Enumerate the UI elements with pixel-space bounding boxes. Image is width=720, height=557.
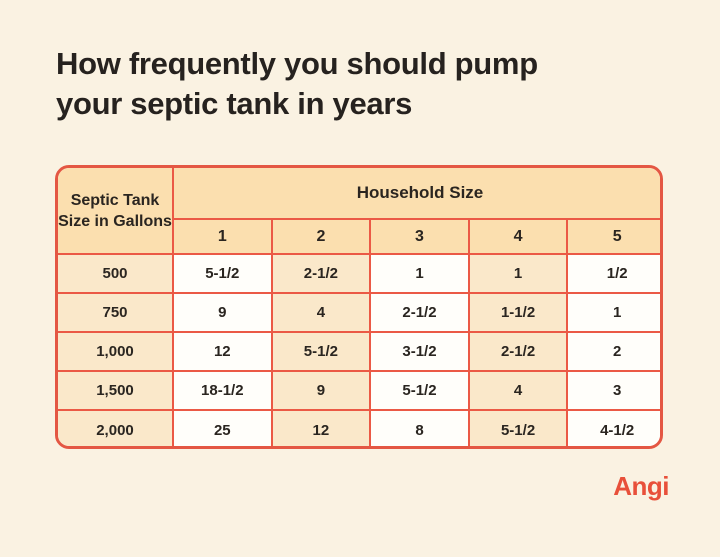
data-cell: 3 (566, 370, 660, 411)
column-header-1: 1 (173, 218, 273, 255)
gallons-cell: 1,500 (58, 370, 174, 411)
data-cell: 2-1/2 (467, 331, 569, 372)
data-cell: 18-1/2 (172, 370, 273, 411)
table-row-750: 750 9 4 2-1/2 1-1/2 1 (58, 292, 660, 333)
table-row-500: 500 5-1/2 2-1/2 1 1 1/2 (58, 253, 660, 294)
table-row-1500: 1,500 18-1/2 9 5-1/2 4 3 (58, 370, 660, 411)
header-row-columns: 1 2 3 4 5 (58, 218, 660, 255)
data-cell: 2-1/2 (369, 292, 470, 333)
header-row-group: Septic Tank Size in Gallons Household Si… (58, 168, 660, 255)
data-cell: 9 (172, 292, 273, 333)
page-title: How frequently you should pump your sept… (56, 44, 676, 124)
data-cell: 25 (172, 409, 273, 446)
data-cell: 5-1/2 (369, 370, 470, 411)
data-cell: 5-1/2 (467, 409, 569, 446)
column-header-5: 5 (566, 218, 660, 255)
data-cell: 9 (270, 370, 372, 411)
gallons-cell: 750 (58, 292, 174, 333)
data-cell: 1 (369, 253, 470, 294)
gallons-cell: 2,000 (58, 409, 174, 446)
data-cell: 4 (270, 292, 372, 333)
pump-frequency-table: Septic Tank Size in Gallons Household Si… (55, 165, 663, 449)
page-title-line-2: your septic tank in years (56, 86, 413, 121)
household-size-header-cell: Household Size (172, 168, 660, 220)
data-cell: 5-1/2 (172, 253, 273, 294)
gallons-cell: 1,000 (58, 331, 174, 372)
data-cell: 1/2 (566, 253, 660, 294)
column-header-2: 2 (270, 218, 372, 255)
pump-frequency-table-grid: Septic Tank Size in Gallons Household Si… (58, 168, 660, 446)
data-cell: 12 (172, 331, 273, 372)
page-title-line-1: How frequently you should pump (56, 46, 538, 81)
data-cell: 2 (566, 331, 660, 372)
data-cell: 1 (566, 292, 660, 333)
angi-logo: Angi (613, 471, 669, 501)
gallons-cell: 500 (58, 253, 174, 294)
data-cell: 12 (270, 409, 372, 446)
column-header-4: 4 (467, 218, 569, 255)
data-cell: 4 (467, 370, 569, 411)
data-cell: 1-1/2 (467, 292, 569, 333)
data-cell: 5-1/2 (270, 331, 372, 372)
table-row-2000: 2,000 25 12 8 5-1/2 4-1/2 (58, 409, 660, 446)
data-cell: 3-1/2 (369, 331, 470, 372)
corner-header-cell: Septic Tank Size in Gallons (58, 168, 174, 255)
data-cell: 2-1/2 (270, 253, 372, 294)
data-cell: 4-1/2 (566, 409, 660, 446)
column-header-3: 3 (369, 218, 470, 255)
table-row-1000: 1,000 12 5-1/2 3-1/2 2-1/2 2 (58, 331, 660, 372)
data-cell: 1 (467, 253, 569, 294)
data-cell: 8 (369, 409, 470, 446)
